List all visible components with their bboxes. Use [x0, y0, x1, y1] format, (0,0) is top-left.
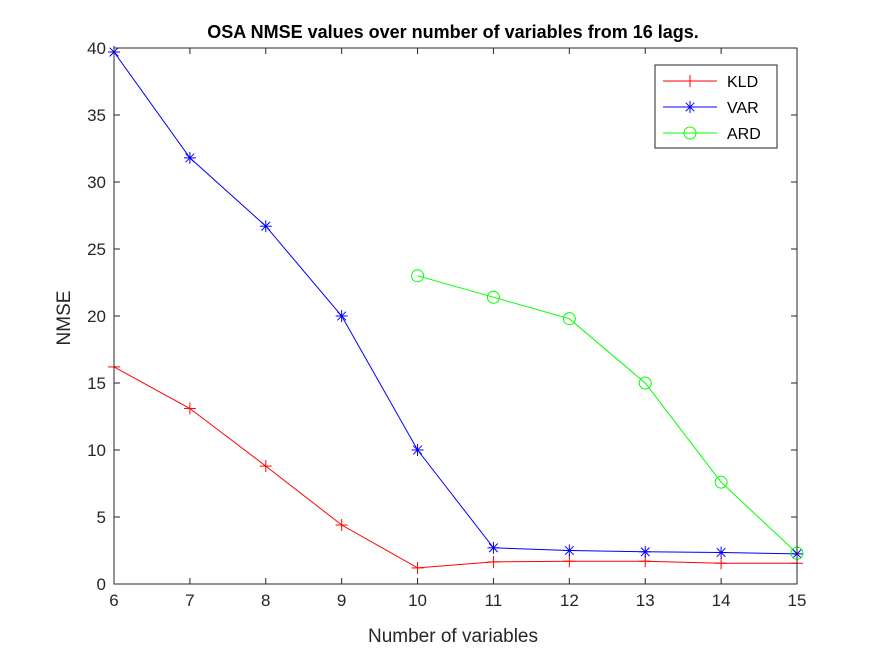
y-tick-label: 0 — [97, 575, 106, 594]
data-point-var — [259, 220, 272, 233]
data-point-var — [563, 544, 576, 557]
x-axis-label: Number of variables — [368, 626, 538, 647]
y-tick-label: 30 — [87, 173, 106, 192]
legend-item-ard: ARD — [663, 126, 761, 143]
y-tick-label: 15 — [87, 374, 106, 393]
data-point-var — [715, 546, 728, 559]
legend: KLD VAR ARD — [654, 64, 778, 149]
y-tick-label: 20 — [87, 307, 106, 326]
data-point-var — [639, 545, 652, 558]
data-point-kld — [411, 561, 424, 574]
x-tick-label: 10 — [408, 591, 427, 610]
plot-lines — [113, 51, 798, 569]
data-point-ard — [638, 376, 652, 390]
series-line-ard — [417, 275, 798, 554]
x-tick-label: 14 — [712, 591, 731, 610]
x-tick-label: 15 — [788, 591, 807, 610]
data-point-kld — [183, 402, 196, 415]
y-axis: 0 5 10 15 20 25 30 35 40 — [87, 39, 797, 594]
y-tick-label: 5 — [97, 508, 106, 527]
data-point-kld — [487, 555, 500, 568]
data-point-var — [411, 444, 424, 456]
data-point-kld — [563, 555, 576, 568]
data-point-var — [487, 541, 500, 554]
y-axis-label: NMSE — [54, 291, 75, 346]
x-tick-label: 7 — [185, 591, 194, 610]
x-tick-label: 8 — [261, 591, 270, 610]
plot-markers — [108, 46, 804, 574]
series-line-kld — [113, 366, 797, 569]
y-tick-label: 10 — [87, 441, 106, 460]
legend-marker-kld — [684, 75, 696, 87]
data-point-kld — [335, 519, 348, 532]
x-tick-label: 6 — [109, 591, 118, 610]
data-point-var — [183, 151, 196, 164]
data-point-ard — [486, 290, 500, 304]
data-point-var — [335, 310, 348, 322]
x-tick-label: 13 — [636, 591, 655, 610]
chart-title: OSA NMSE values over number of variables… — [207, 22, 699, 42]
legend-marker-ard — [683, 126, 697, 140]
data-point-ard — [411, 269, 425, 283]
legend-label-var: VAR — [727, 100, 759, 117]
data-point-ard — [714, 475, 728, 489]
y-tick-label: 40 — [87, 39, 106, 58]
legend-label-ard: ARD — [727, 126, 761, 143]
x-tick-label: 11 — [485, 591, 503, 610]
data-point-ard — [562, 312, 576, 326]
x-axis: 6 7 8 9 10 11 12 13 14 15 — [109, 48, 806, 610]
x-tick-label: 12 — [560, 591, 579, 610]
legend-item-kld: KLD — [663, 74, 758, 91]
legend-marker-var — [684, 101, 696, 113]
y-tick-label: 35 — [87, 106, 106, 125]
legend-item-var: VAR — [663, 100, 759, 117]
y-tick-label: 25 — [87, 240, 106, 259]
series-line-var — [113, 51, 798, 555]
data-point-kld — [715, 557, 728, 570]
data-point-kld — [259, 460, 272, 473]
x-tick-label: 9 — [337, 591, 346, 610]
legend-label-kld: KLD — [727, 74, 758, 91]
